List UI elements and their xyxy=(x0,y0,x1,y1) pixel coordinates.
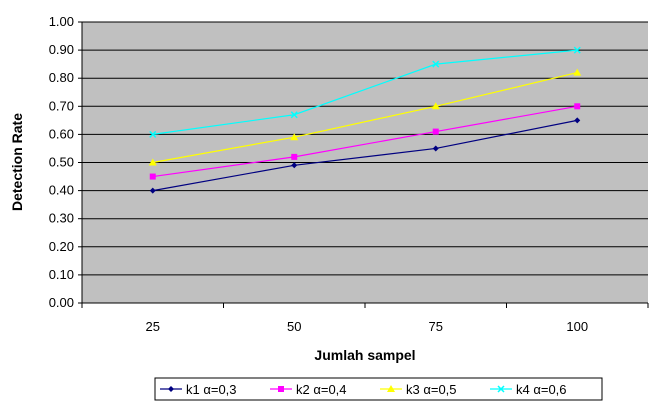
data-point xyxy=(432,60,440,68)
x-axis-title: Jumlah sampel xyxy=(314,347,415,363)
x-tick-label: 75 xyxy=(429,319,443,334)
y-tick-label: 0.80 xyxy=(49,70,74,85)
data-point xyxy=(432,145,439,152)
legend-item-k2: k2 α=0,4 xyxy=(270,382,347,397)
series-k2 xyxy=(149,103,581,180)
series-k1 xyxy=(149,117,581,194)
legend-marker xyxy=(168,386,174,392)
data-point xyxy=(148,158,157,166)
gridlines xyxy=(82,21,648,276)
y-tick-label: 0.40 xyxy=(49,183,74,198)
y-tick-label: 0.70 xyxy=(49,98,74,113)
legend-item-k4: k4 α=0,6 xyxy=(490,382,567,397)
x-tick-label: 100 xyxy=(566,319,588,334)
y-tick-label: 0.30 xyxy=(49,211,74,226)
y-axis-ticks: 0.00 0.10 0.20 0.30 0.40 0.50 0.60 0.70 0.80 0.90… xyxy=(49,14,82,310)
data-point xyxy=(291,162,298,169)
y-tick-label: 0.20 xyxy=(49,239,74,254)
data-point xyxy=(574,103,581,110)
legend-marker xyxy=(278,386,284,392)
data-point xyxy=(149,130,157,138)
series-line xyxy=(152,119,578,192)
legend-item-k1: k1 α=0,3 xyxy=(160,382,237,397)
legend-label: k4 α=0,6 xyxy=(516,382,567,397)
data-point xyxy=(291,153,298,160)
legend-label: k1 α=0,3 xyxy=(186,382,237,397)
series-line xyxy=(152,71,578,164)
y-axis-title: Detection Rate xyxy=(9,113,25,211)
data-point xyxy=(149,173,156,180)
legend-marker xyxy=(387,385,395,392)
legend-label: k2 α=0,4 xyxy=(296,382,347,397)
legend-label: k3 α=0,5 xyxy=(406,382,457,397)
legend-box xyxy=(154,377,603,401)
x-tick-label: 25 xyxy=(146,319,160,334)
series-group xyxy=(148,46,582,194)
y-tick-label: 0.60 xyxy=(49,126,74,141)
y-tick-label: 0.10 xyxy=(49,267,74,282)
y-tick-label: 1.00 xyxy=(49,14,74,29)
series-line xyxy=(152,105,578,178)
legend: k1 α=0,3 k2 α=0,4 k3 α=0,5 k4 α=0,6 xyxy=(154,377,603,401)
y-tick-label: 0.90 xyxy=(49,42,74,57)
data-point xyxy=(290,133,299,141)
data-point xyxy=(574,117,581,124)
x-axis-ticks: 25 50 75 100 xyxy=(81,303,649,334)
data-point xyxy=(432,128,439,135)
data-point xyxy=(573,46,581,54)
series-k3 xyxy=(148,68,582,166)
legend-marker xyxy=(497,385,505,393)
y-tick-label: 0.50 xyxy=(49,155,74,170)
x-tick-label: 50 xyxy=(287,319,301,334)
data-point xyxy=(290,111,298,119)
data-point xyxy=(431,102,440,110)
data-point xyxy=(573,68,582,76)
series-k4 xyxy=(149,46,581,138)
y-tick-label: 0.00 xyxy=(49,295,74,310)
data-point xyxy=(149,187,156,194)
series-line xyxy=(152,49,578,135)
legend-item-k3: k3 α=0,5 xyxy=(380,382,457,397)
